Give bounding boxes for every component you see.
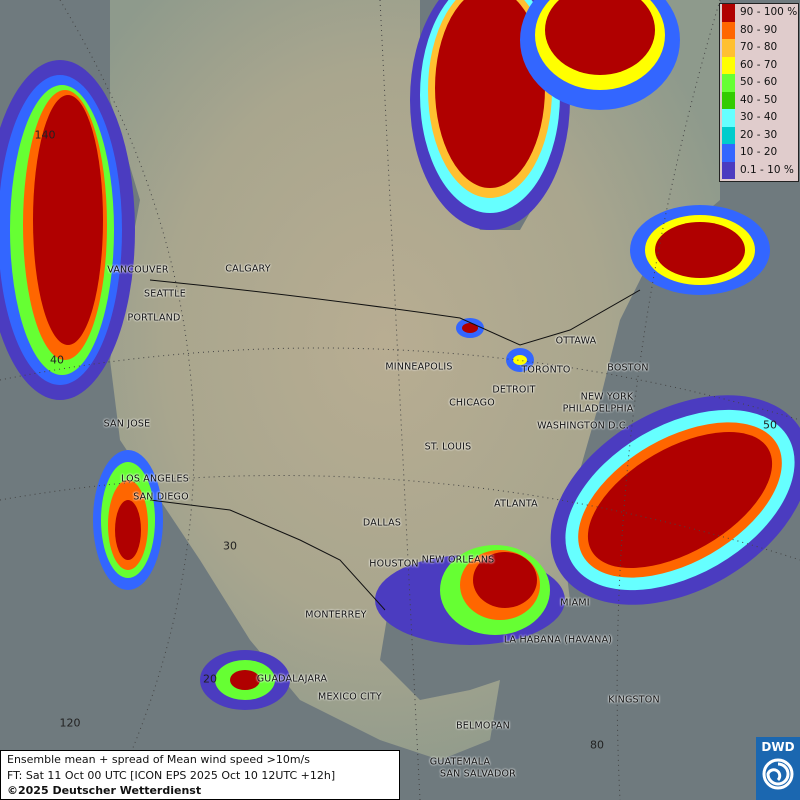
city-label: DETROIT	[492, 384, 536, 396]
city-label: MONTERREY	[305, 609, 367, 621]
grid-label: 40	[50, 353, 64, 367]
legend-swatch	[722, 109, 735, 127]
city-label: SAN SALVADOR	[440, 768, 516, 780]
city-label: BOSTON	[607, 362, 649, 374]
legend-item: 70 - 80	[720, 39, 798, 57]
grid-label: 30	[223, 539, 237, 553]
city-label: VANCOUVER	[107, 264, 169, 276]
city-label: ST. LOUIS	[424, 441, 472, 453]
legend-swatch	[722, 144, 735, 162]
caption-title: Ensemble mean + spread of Mean wind spee…	[7, 753, 310, 766]
atlantic-field	[550, 395, 800, 605]
legend-swatch	[722, 126, 735, 145]
legend-swatch	[722, 161, 735, 180]
borders	[149, 279, 641, 611]
great-lakes-field	[456, 318, 534, 372]
caption-box: Ensemble mean + spread of Mean wind spee…	[0, 750, 400, 800]
city-label: LOS ANGELES	[121, 473, 189, 485]
wind-probability-fields	[0, 0, 800, 710]
legend-item: 10 - 20	[720, 144, 798, 162]
legend-item: 50 - 60	[720, 74, 798, 92]
socal-field	[93, 450, 163, 590]
city-label: SAN JOSE	[103, 418, 151, 430]
city-label: GUATEMALA	[429, 756, 491, 768]
dwd-swirl-icon	[762, 758, 794, 790]
grid-label: 20	[203, 672, 217, 686]
pacific-nw-field	[0, 60, 135, 400]
city-label: ATLANTA	[494, 498, 538, 510]
legend-item: 0.1 - 10 %	[720, 161, 798, 180]
legend-item: 40 - 50	[720, 91, 798, 110]
city-label: KINGSTON	[608, 694, 660, 706]
legend-item: 30 - 40	[720, 109, 798, 127]
legend-swatch	[722, 39, 735, 57]
city-label: MINNEAPOLIS	[385, 361, 453, 373]
city-label: CHICAGO	[449, 397, 495, 409]
city-label: NEW YORK	[580, 391, 634, 403]
caption-copyright: ©2025 Deutscher Wetterdienst	[7, 784, 202, 797]
legend-swatch	[722, 21, 735, 40]
legend-label: 40 - 50	[740, 93, 778, 106]
logo-text: DWD	[761, 740, 795, 754]
grid-label: 50	[763, 418, 777, 432]
labrador-field	[630, 205, 770, 295]
city-label: WASHINGTON D.C.	[537, 420, 629, 432]
arctic-field	[520, 0, 680, 110]
legend-swatch	[722, 91, 735, 110]
city-label: PHILADELPHIA	[562, 403, 634, 415]
city-label: GUADALAJARA	[256, 673, 328, 685]
mexico-pacific-field	[200, 650, 290, 710]
grid-label: 120	[59, 716, 81, 730]
legend-label: 20 - 30	[740, 128, 778, 141]
legend-swatch	[722, 56, 735, 75]
grid-label: 140	[34, 128, 56, 142]
city-label: TORONTO	[521, 364, 571, 376]
legend-label: 90 - 100 %	[740, 6, 798, 18]
legend-label: 0.1 - 10 %	[740, 163, 794, 176]
legend-item: 20 - 30	[720, 126, 798, 145]
legend-label: 30 - 40	[740, 111, 778, 123]
legend-swatch	[722, 74, 735, 92]
dwd-logo: DWD	[756, 737, 800, 800]
city-label: MEXICO CITY	[318, 691, 382, 703]
city-label: NEW ORLEANS	[421, 554, 495, 566]
legend-label: 70 - 80	[740, 41, 778, 53]
legend-label: 60 - 70	[740, 58, 778, 71]
city-label: SEATTLE	[144, 288, 186, 300]
legend-swatch	[722, 4, 735, 22]
land-mass	[110, 0, 720, 760]
legend-item: 80 - 90	[720, 21, 798, 40]
city-label: PORTLAND	[127, 312, 181, 324]
legend-item: 60 - 70	[720, 56, 798, 75]
legend-label: 10 - 20	[740, 146, 778, 158]
city-label: LA HABANA (HAVANA)	[503, 634, 613, 646]
legend-label: 50 - 60	[740, 76, 778, 88]
legend: 90 - 100 % 80 - 90 70 - 80 60 - 70 50 - 60 40…	[719, 3, 799, 182]
caption-forecast-time: FT: Sat 11 Oct 00 UTC [ICON EPS 2025 Oct…	[7, 768, 336, 782]
city-label: DALLAS	[362, 517, 402, 529]
legend-label: 80 - 90	[740, 23, 778, 36]
city-label: HOUSTON	[369, 558, 419, 570]
city-label: BELMOPAN	[456, 720, 510, 732]
gulf-field	[375, 545, 565, 645]
city-label: CALGARY	[225, 263, 271, 275]
legend-item: 90 - 100 %	[720, 4, 798, 22]
city-label: SAN DIEGO	[133, 491, 189, 503]
city-label: MIAMI	[560, 597, 590, 609]
grid-label: 80	[590, 738, 604, 752]
city-label: OTTAWA	[555, 335, 597, 347]
